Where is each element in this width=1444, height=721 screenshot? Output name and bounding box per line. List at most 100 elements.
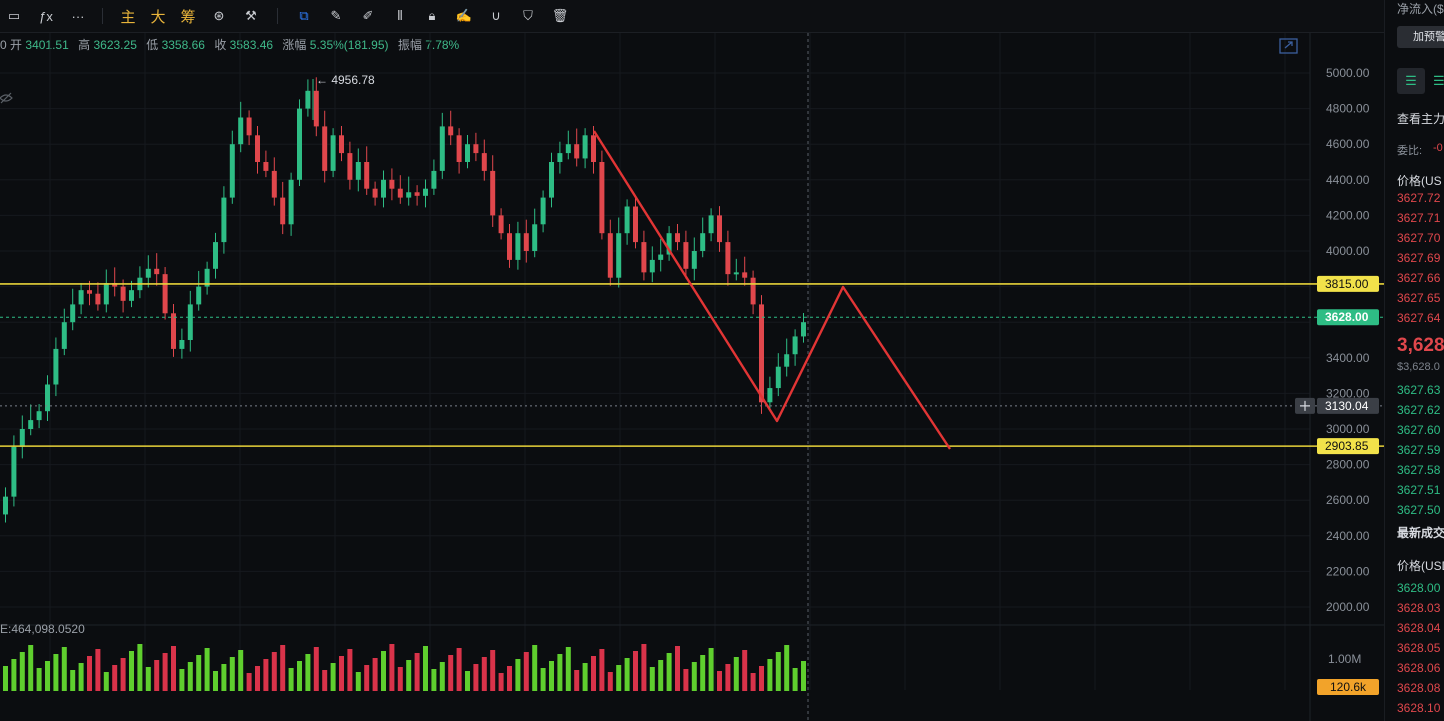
fullscreen-icon[interactable]: [1279, 38, 1298, 54]
volume-bar: [339, 656, 344, 691]
note-icon[interactable]: ✍: [455, 8, 473, 23]
candle-body: [53, 348, 59, 385]
candle-body: [372, 188, 378, 198]
volume-bar: [221, 664, 227, 691]
candle-body: [507, 233, 512, 260]
lock-icon[interactable]: 🔒︎: [428, 8, 436, 23]
more-icon[interactable]: ···: [71, 8, 85, 24]
low-value: 3358.66: [161, 38, 205, 52]
price-row[interactable]: 3627.59: [1397, 443, 1441, 457]
price-axis-label: 3400.00: [1326, 351, 1370, 365]
pen-icon[interactable]: ✐: [362, 8, 374, 23]
view-main-link[interactable]: 查看主力: [1397, 112, 1444, 126]
open-value: 3401.51: [25, 38, 69, 52]
volume-bar: [179, 669, 185, 691]
big-label[interactable]: 大: [150, 8, 166, 26]
price-axis-label: 2400.00: [1326, 529, 1370, 543]
trades-title: 最新成交: [1397, 526, 1444, 540]
price-row[interactable]: 3628.00: [1397, 581, 1441, 595]
price-axis-label: 4000.00: [1326, 244, 1370, 258]
candles-icon[interactable]: ⫴: [397, 8, 403, 23]
layout-bids-icon[interactable]: ☰: [1433, 73, 1444, 88]
magnet-icon[interactable]: ∪: [491, 8, 501, 23]
candle-body: [574, 144, 580, 159]
last-price: 3,628: [1397, 335, 1444, 356]
add-alert-button[interactable]: 加预警: [1397, 26, 1444, 48]
indicator-icon[interactable]: ƒx: [39, 8, 53, 24]
price-row[interactable]: 3628.03: [1397, 601, 1441, 615]
price-row[interactable]: 3628.05: [1397, 641, 1441, 655]
price-axis-label: 2800.00: [1326, 458, 1370, 472]
candle-body: [792, 336, 798, 355]
price-row[interactable]: 3627.64: [1397, 311, 1441, 325]
price-row[interactable]: 3627.66: [1397, 271, 1441, 285]
candle-body: [355, 162, 361, 180]
candle-body: [154, 268, 160, 275]
filter-icon[interactable]: ⛉: [523, 8, 533, 23]
candle-body: [11, 446, 17, 497]
eye-icon[interactable]: [0, 92, 13, 104]
tools-icon[interactable]: ⚒: [245, 8, 257, 23]
level-tag: [1317, 309, 1379, 326]
price-row[interactable]: 3628.04: [1397, 621, 1441, 635]
price-row[interactable]: 3627.69: [1397, 251, 1441, 265]
candle-body: [288, 179, 294, 225]
trash-icon[interactable]: 🗑︎: [551, 8, 569, 23]
layers-icon[interactable]: ⧉: [299, 8, 309, 23]
volume-bar: [255, 666, 260, 691]
candle-body: [767, 388, 773, 403]
candle-body: [297, 108, 302, 180]
candle-body: [204, 268, 210, 287]
price-row[interactable]: 3627.60: [1397, 423, 1441, 437]
close-label: 收: [214, 38, 227, 52]
volume-bar: [717, 671, 722, 691]
volume-bar: [616, 665, 622, 691]
price-row[interactable]: 3627.62: [1397, 403, 1441, 417]
candle-body: [112, 283, 118, 287]
volume-bar: [523, 652, 529, 691]
price-row[interactable]: 3627.72: [1397, 191, 1441, 205]
candle-body: [750, 277, 756, 305]
candle-body: [591, 135, 596, 162]
volume-bar: [280, 645, 286, 691]
price-row[interactable]: 3627.50: [1397, 503, 1441, 517]
candle-body: [616, 233, 622, 278]
main-label[interactable]: 主: [120, 8, 136, 26]
price-row[interactable]: 3627.65: [1397, 291, 1441, 305]
level-tag: [1317, 397, 1379, 414]
candle-body: [691, 251, 697, 269]
volume-bar: [532, 645, 538, 691]
volume-bar: [767, 659, 773, 691]
price-row[interactable]: 3628.10: [1397, 701, 1441, 715]
price-row[interactable]: 3627.63: [1397, 383, 1441, 397]
price-row[interactable]: 3628.08: [1397, 681, 1441, 695]
candle-body: [549, 162, 554, 198]
chip-dist-icon[interactable]: ⊛: [213, 8, 225, 23]
volume-bar: [565, 647, 571, 691]
chip-label[interactable]: 筹: [180, 8, 196, 26]
volume-bar: [481, 657, 487, 691]
price-row[interactable]: 3628.06: [1397, 661, 1441, 675]
price-row[interactable]: 3627.71: [1397, 211, 1441, 225]
rect-tool-icon[interactable]: ▭: [7, 8, 21, 23]
layout-book-icon[interactable]: ☰: [1397, 68, 1425, 94]
high-value: 3623.25: [93, 38, 137, 52]
volume-bar: [95, 649, 101, 691]
price-chart[interactable]: 3815.00 3628.00 3130.04 2903.85 120.6k 5000.…: [0, 33, 1384, 721]
price-row[interactable]: 3627.70: [1397, 231, 1441, 245]
volume-bar: [582, 663, 588, 691]
volume-bar: [381, 651, 386, 691]
candle-body: [708, 215, 714, 234]
ruler-icon[interactable]: ✎: [330, 8, 342, 23]
volume-bar: [246, 673, 252, 691]
price-axis-label: 4200.00: [1326, 208, 1370, 222]
drawing-toolbar: ▭ ƒx ··· 主大筹 ⊛ ⚒ ⧉ ✎ ✐ ⫴ 🔒︎ ✍ ∪ ⛉ 🗑︎: [0, 0, 1384, 33]
level-tag-label: 3815.00: [1325, 277, 1369, 291]
candle-body: [339, 135, 344, 154]
price-row[interactable]: 3627.51: [1397, 483, 1441, 497]
price-row[interactable]: 3627.58: [1397, 463, 1441, 477]
volume-bar: [414, 653, 420, 691]
candle-body: [725, 242, 731, 275]
candle-body: [624, 206, 630, 234]
volume-bar: [263, 659, 269, 691]
